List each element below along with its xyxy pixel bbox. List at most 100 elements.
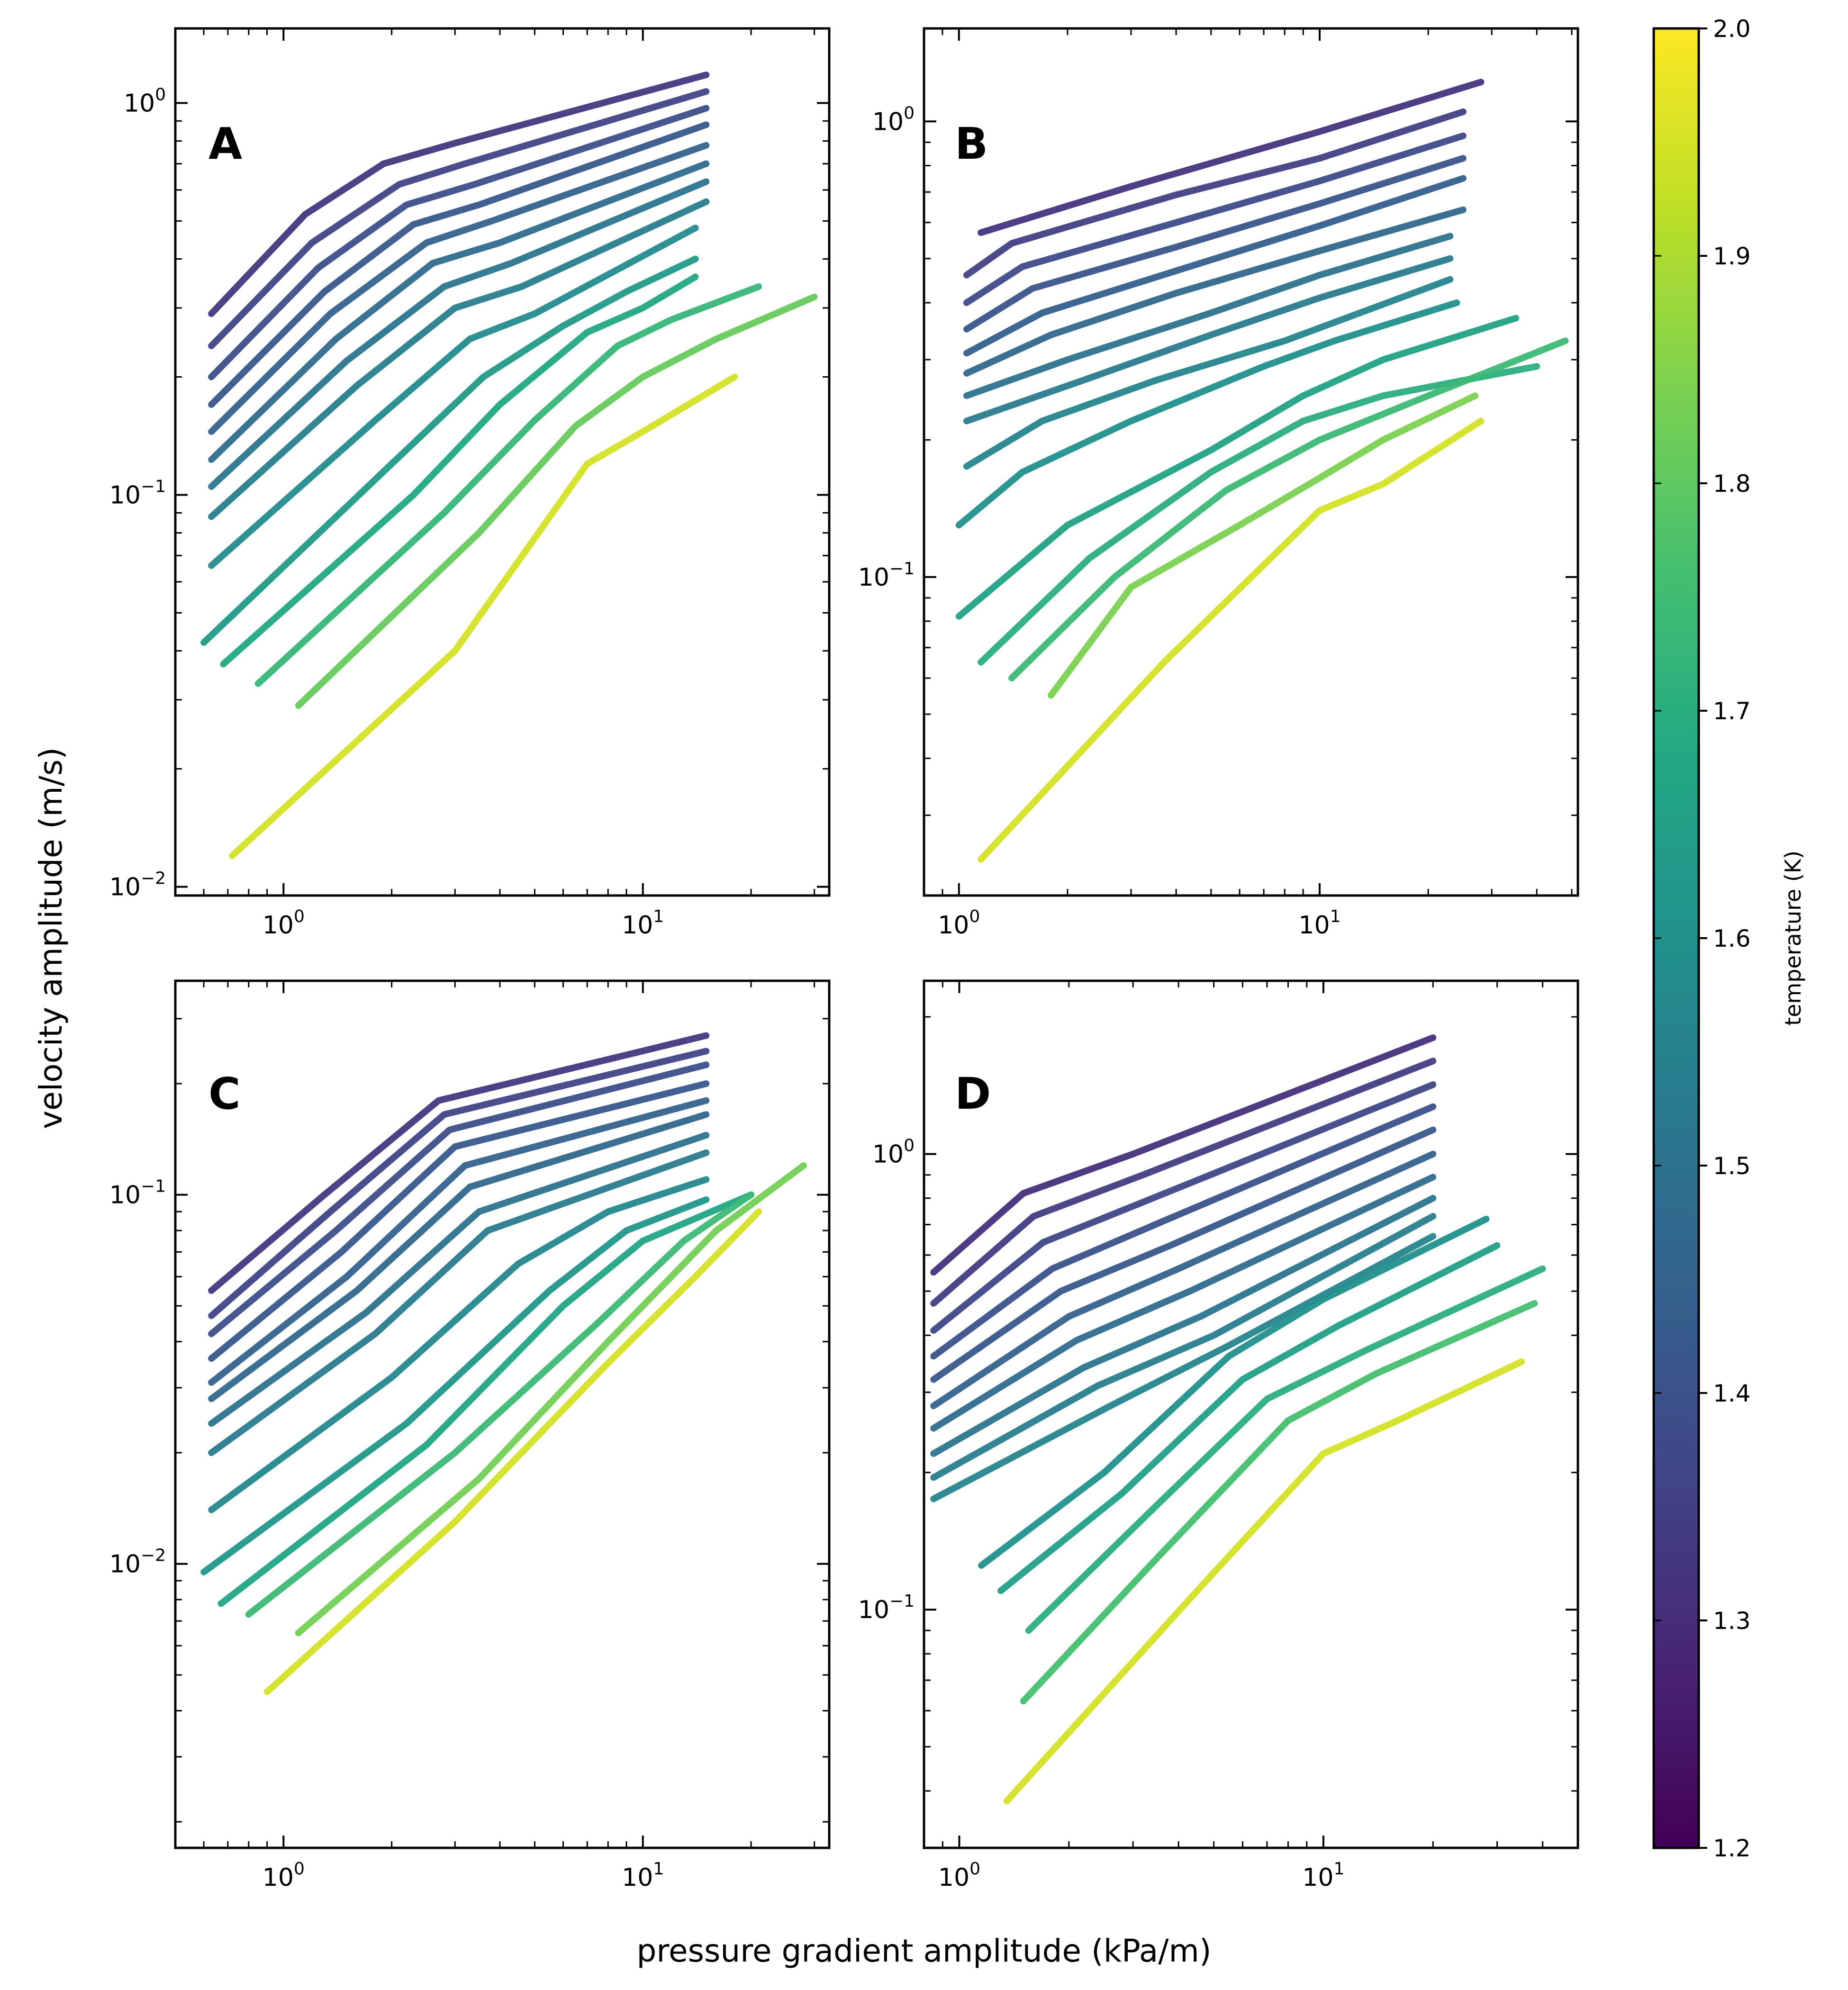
panel-a-series-9	[208, 225, 699, 569]
panel-a-series-2	[208, 88, 710, 349]
panel-c-series-8	[208, 1149, 710, 1456]
panel-b-xtick-label: 101	[1298, 907, 1341, 940]
panel-d-series-14	[1020, 1300, 1538, 1705]
panel-b: 100 101 10−1 100 B	[858, 27, 1579, 940]
panel-a: 100 101 10−2 10−1 100 A	[109, 27, 831, 940]
panel-a-ytick-label: 100	[124, 85, 166, 118]
panel-d-ytick-label: 10−1	[858, 1592, 915, 1624]
panel-d-series-5	[930, 1126, 1437, 1383]
colorbar-tick-label: 1.5	[1713, 1152, 1751, 1180]
panel-c-series-5	[208, 1097, 710, 1386]
panel-b-series-2	[963, 108, 1467, 279]
panel-a-series-5	[208, 142, 710, 435]
panel-d-series-12	[997, 1242, 1501, 1594]
panel-c-series-1	[208, 1032, 710, 1294]
panel-d-series-4	[930, 1103, 1437, 1360]
panel-b-series-8	[963, 255, 1454, 425]
colorbar-tick-label: 1.2	[1713, 1835, 1751, 1862]
panel-b-series-11	[955, 315, 1520, 620]
panel-b-series-9	[963, 276, 1454, 470]
panel-c-series-12	[245, 1191, 755, 1618]
panel-a-series-12	[254, 283, 762, 687]
panel-d: 100 101 10−1 100 D	[858, 979, 1579, 1892]
panel-a-series-3	[208, 105, 710, 380]
panel-c-series-3	[208, 1061, 710, 1338]
panel-d-xtick-label: 101	[1302, 1859, 1344, 1892]
panel-a-series-7	[208, 178, 710, 490]
panel-b-xtick-label: 100	[938, 907, 980, 940]
panel-c-xtick-label: 100	[263, 1859, 305, 1892]
colorbar: 1.2 1.3 1.4 1.5 1.6 1.7 1.8 1.9 2.0 temperature …	[1652, 15, 1806, 1862]
colorbar-tick-label: 2.0	[1713, 15, 1751, 43]
panel-a-frame	[174, 27, 831, 897]
panel-d-axes: 100 101 10−1 100	[858, 981, 1578, 1892]
panel-b-series	[955, 79, 1569, 863]
panel-a-series-10	[200, 255, 699, 646]
colorbar-tick-label: 1.9	[1713, 243, 1751, 270]
panel-c-series-6	[208, 1111, 710, 1402]
panel-d-series-10	[930, 1233, 1437, 1502]
panel-d-series-9	[930, 1213, 1437, 1481]
panel-a-xtick-label: 100	[263, 907, 305, 940]
panel-b-series-6	[963, 206, 1467, 377]
panel-d-frame	[923, 979, 1579, 1849]
colorbar-tick-label: 1.7	[1713, 697, 1751, 725]
panel-d-series-13	[1025, 1265, 1546, 1634]
colorbar-tick-label: 1.6	[1713, 925, 1751, 952]
panel-b-series-12	[978, 363, 1540, 666]
panel-c-series-9	[208, 1176, 710, 1513]
panel-a-series-14	[229, 373, 738, 859]
panel-d-series-2	[930, 1058, 1437, 1307]
panel-a-series-13	[295, 293, 818, 709]
panel-b-ytick-label: 100	[872, 103, 915, 136]
colorbar-label: temperature (K)	[1780, 850, 1806, 1026]
panel-a-letter: A	[208, 118, 242, 169]
colorbar-tick-label: 1.4	[1713, 1380, 1751, 1407]
panel-a-series-1	[208, 72, 710, 317]
panel-b-axes: 100 101 10−1 100	[858, 28, 1578, 940]
panel-b-frame	[923, 27, 1579, 897]
panel-a-ytick-label: 10−1	[109, 477, 166, 509]
panel-c-axes: 100 101 10−2 10−1	[109, 981, 829, 1892]
panel-b-series-5	[963, 175, 1467, 357]
panel-d-series-7	[930, 1174, 1437, 1432]
panel-d-series-3	[930, 1081, 1437, 1334]
panel-c-series-7	[208, 1131, 710, 1427]
panel-d-xtick-label: 100	[938, 1859, 980, 1892]
panel-a-series-4	[208, 121, 710, 408]
panel-a-ytick-label: 10−2	[109, 869, 166, 902]
colorbar-tick-label: 1.8	[1713, 470, 1751, 498]
panel-d-series-8	[930, 1194, 1437, 1457]
panel-c-series-10	[200, 1196, 710, 1575]
panel-a-series-6	[208, 160, 710, 463]
colorbar-ticks: 1.2 1.3 1.4 1.5 1.6 1.7 1.8 1.9 2.0	[1654, 15, 1751, 1862]
panel-b-series-13	[1008, 337, 1569, 682]
y-axis-label: velocity amplitude (m/s)	[33, 747, 69, 1129]
panel-a-series	[200, 72, 818, 859]
panel-d-series-1	[930, 1034, 1437, 1276]
panel-b-series-7	[963, 233, 1454, 399]
panel-d-series-15	[1003, 1358, 1525, 1805]
panel-c-series-13	[295, 1162, 807, 1637]
panel-a-xtick-label: 101	[622, 907, 664, 940]
panel-c-ytick-label: 10−1	[109, 1177, 166, 1210]
panel-d-ytick-label: 100	[872, 1136, 915, 1169]
panel-b-series-1	[978, 79, 1485, 236]
panel-c-ytick-label: 10−2	[109, 1546, 166, 1579]
panel-d-series	[930, 1034, 1546, 1805]
panel-a-axes: 100 101 10−2 10−1 100	[109, 28, 829, 940]
panel-b-series-10	[955, 299, 1460, 529]
panel-c-series	[200, 1032, 807, 1695]
panel-d-letter: D	[955, 1068, 991, 1119]
colorbar-tick-label: 1.3	[1713, 1607, 1751, 1635]
panel-c-series-2	[208, 1048, 710, 1319]
panel-c-letter: C	[208, 1068, 241, 1119]
x-axis-label: pressure gradient amplitude (kPa/m)	[636, 1933, 1211, 1969]
panel-c-series-4	[208, 1080, 710, 1362]
panel-c-xtick-label: 101	[622, 1859, 664, 1892]
panel-b-series-4	[963, 155, 1467, 333]
panel-b-letter: B	[955, 118, 988, 169]
panel-b-series-14	[1048, 392, 1479, 699]
panel-d-series-11	[978, 1215, 1490, 1569]
panel-c-series-14	[263, 1208, 762, 1695]
